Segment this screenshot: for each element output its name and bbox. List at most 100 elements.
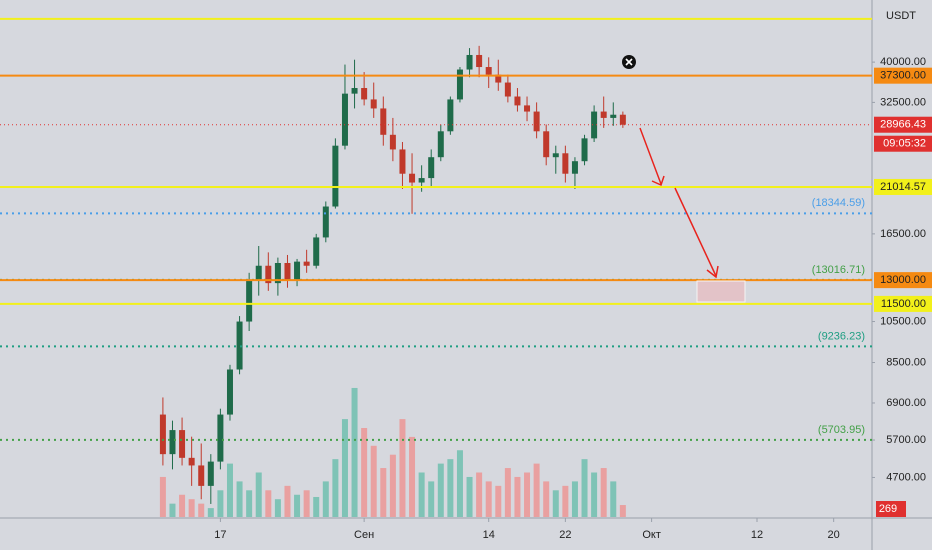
- candle-body: [351, 88, 358, 94]
- last-price-badge: [874, 116, 932, 133]
- candle-body: [284, 262, 291, 281]
- volume-bar: [198, 503, 205, 517]
- candle-body: [600, 111, 607, 118]
- candle-body: [619, 114, 626, 125]
- volume-bar: [562, 485, 569, 517]
- volume-bar: [159, 476, 166, 517]
- candle-body: [418, 178, 425, 183]
- candle-body: [409, 173, 416, 183]
- candle-body: [495, 74, 502, 83]
- candle-body: [169, 430, 176, 455]
- volume-bar: [274, 499, 281, 517]
- y-tick-label: 16500.00: [880, 228, 926, 240]
- candle-body: [581, 138, 588, 162]
- price-axis: USDT 40000.00 32500.00 16500.00 10500.00 850…: [872, 10, 932, 517]
- countdown-label: 09:05:32: [883, 138, 926, 150]
- arrow: [674, 187, 717, 277]
- plot: (18344.59) (13016.71) (9236.23) (5703.95): [0, 17, 872, 517]
- volume-bar: [571, 481, 578, 517]
- volume-bar: [619, 505, 626, 517]
- candle-body: [380, 108, 387, 135]
- candle-body: [207, 461, 214, 486]
- volume-bar: [447, 459, 454, 517]
- candle-body: [294, 261, 301, 281]
- y-tick-label: 10500.00: [880, 315, 926, 327]
- volume-bar: [294, 494, 301, 517]
- volume-bar: [188, 499, 195, 517]
- volume-bar: [456, 450, 463, 517]
- candle-body: [332, 145, 339, 207]
- volume-bar: [361, 428, 368, 517]
- candle-body: [361, 88, 368, 100]
- volume-bar: [485, 481, 492, 517]
- volume-bar: [380, 468, 387, 517]
- volume-bar: [284, 485, 291, 517]
- currency-label: USDT: [886, 10, 916, 22]
- candle-body: [236, 321, 243, 370]
- x-tick-label: 20: [828, 529, 840, 541]
- volume-bar: [552, 490, 559, 517]
- candle-body: [504, 82, 511, 97]
- candle-body: [514, 96, 521, 106]
- candle-body: [562, 153, 569, 174]
- target-box: [696, 280, 746, 303]
- y-tick-label: 5700.00: [886, 434, 926, 446]
- volume-bar: [313, 496, 320, 517]
- candle-body: [524, 105, 531, 112]
- candle-body: [313, 237, 320, 266]
- candle-body: [226, 369, 233, 415]
- last-price-label: 28966.43: [880, 119, 926, 131]
- candle-body: [437, 131, 444, 158]
- candle-body: [610, 114, 617, 118]
- candle-body: [428, 157, 435, 179]
- candle-body: [447, 99, 454, 132]
- level-note: (5703.95): [818, 424, 865, 436]
- level-badge: [874, 295, 932, 312]
- volume-bar: [409, 436, 416, 517]
- arrow-head: [651, 175, 665, 187]
- volume-bar: [504, 468, 511, 517]
- volume-bar: [581, 459, 588, 517]
- volume-bar: [236, 481, 243, 517]
- level-badge: [874, 178, 932, 195]
- candle-body: [571, 161, 578, 174]
- candle-body: [533, 111, 540, 132]
- level-note: (13016.71): [812, 264, 865, 276]
- volume-badge: [876, 501, 906, 517]
- y-tick-label: 32500.00: [880, 96, 926, 108]
- candle-body: [485, 67, 492, 75]
- volume-bar: [179, 494, 186, 517]
- level-note: (18344.59): [812, 197, 865, 209]
- volume-bar: [466, 476, 473, 517]
- x-tick-label: 17: [214, 529, 226, 541]
- volume-bar: [265, 490, 272, 517]
- x-tick-label: 14: [483, 529, 495, 541]
- volume-bar: [255, 472, 262, 517]
- candle-body: [466, 54, 473, 70]
- x-tick-label: 22: [559, 529, 571, 541]
- volume-bar: [207, 508, 214, 517]
- volume-badge-label: 269: [879, 503, 897, 515]
- x-tick-label: 12: [751, 529, 763, 541]
- volume-bar: [226, 463, 233, 517]
- x-tick-label: Сен: [354, 529, 374, 541]
- volume-bar: [217, 490, 224, 517]
- volume-bar: [370, 445, 377, 517]
- candle-body: [179, 430, 186, 458]
- y-tick-label: 6900.00: [886, 397, 926, 409]
- x-tick-label: Окт: [642, 529, 661, 541]
- candle-body: [198, 465, 205, 486]
- close-icon-cross: [625, 58, 633, 66]
- volume-bar: [524, 472, 531, 517]
- candle-body: [399, 149, 406, 174]
- level-badge: [874, 67, 932, 84]
- level-badge-label: 37300.00: [880, 70, 926, 82]
- volume-bar: [428, 481, 435, 517]
- volume-bar: [591, 472, 598, 517]
- volume-bar: [341, 419, 348, 517]
- arrow: [639, 127, 662, 185]
- candle-body: [389, 134, 396, 150]
- candle-body: [188, 457, 195, 466]
